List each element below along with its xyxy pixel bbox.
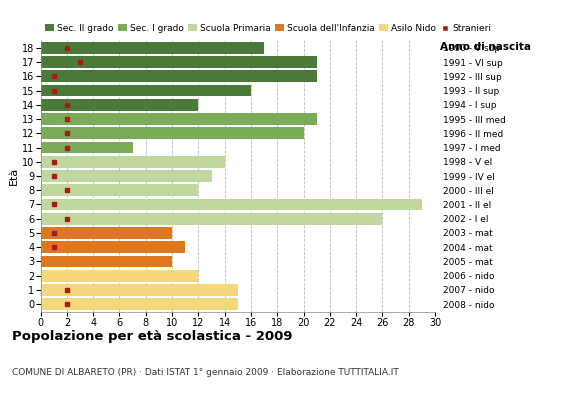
Bar (41, 85, 251, 96)
Bar (41, 241, 185, 253)
Y-axis label: Età: Età (9, 167, 19, 185)
Bar (41, 184, 198, 196)
Bar (41, 298, 238, 310)
Bar (41, 213, 382, 224)
Bar (41, 128, 303, 139)
Bar (41, 99, 198, 111)
Bar (41, 170, 212, 182)
Bar (41, 227, 172, 239)
Bar (41, 270, 198, 282)
Bar (41, 284, 238, 296)
Bar (41, 56, 317, 68)
Bar (41, 199, 422, 210)
Bar (41, 70, 317, 82)
Text: COMUNE DI ALBARETO (PR) · Dati ISTAT 1° gennaio 2009 · Elaborazione TUTTITALIA.I: COMUNE DI ALBARETO (PR) · Dati ISTAT 1° … (12, 368, 398, 377)
Bar (41, 156, 224, 168)
Bar (41, 113, 317, 125)
Legend: Sec. II grado, Sec. I grado, Scuola Primaria, Scuola dell'Infanzia, Asilo Nido, : Sec. II grado, Sec. I grado, Scuola Prim… (45, 24, 491, 33)
Bar (41, 256, 172, 267)
Bar (41, 42, 264, 54)
Text: Popolazione per età scolastica - 2009: Popolazione per età scolastica - 2009 (12, 330, 292, 343)
Text: Anno di nascita: Anno di nascita (440, 42, 531, 52)
Bar (41, 142, 133, 153)
